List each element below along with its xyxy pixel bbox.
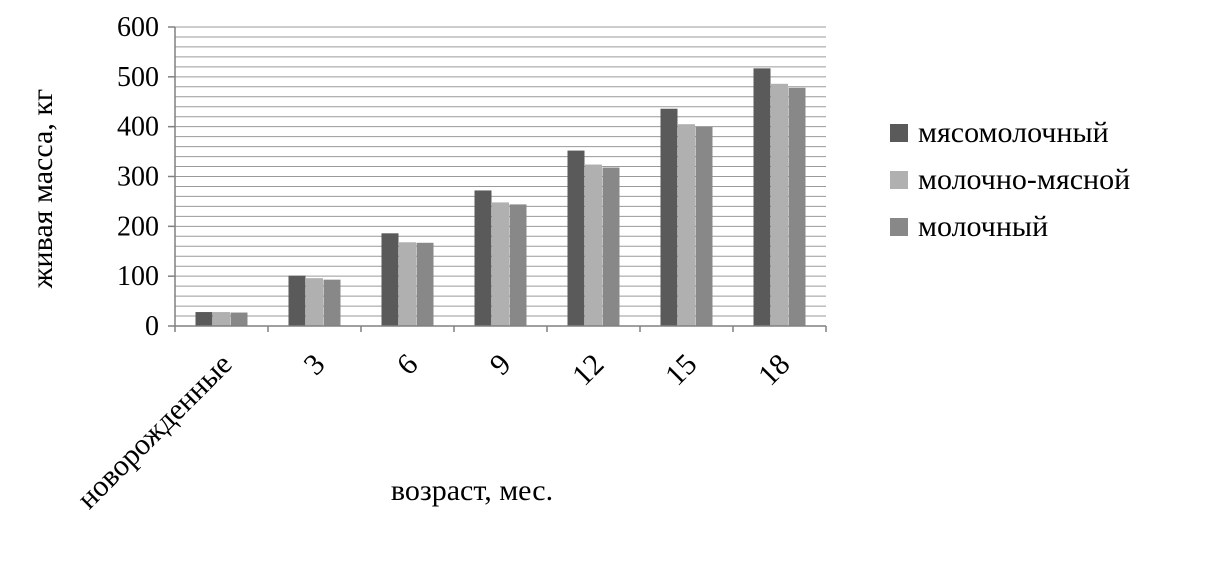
legend-swatch [890, 171, 908, 189]
bar [788, 87, 806, 327]
y-axis-label: живая масса, кг [26, 89, 59, 289]
x-axis-label: возраст, мес. [391, 474, 553, 507]
legend-label: мясомолочный [918, 116, 1109, 149]
bar [306, 278, 323, 326]
legend-swatch [890, 218, 908, 236]
y-tick-label: 100 [117, 261, 159, 292]
bar [381, 233, 399, 326]
bar [509, 204, 527, 326]
bars [195, 68, 806, 327]
x-tick-label: 15 [659, 348, 704, 393]
y-tick-label: 300 [117, 162, 159, 193]
x-tick-label: новорожденные [71, 348, 239, 516]
bar [416, 242, 434, 326]
bar [230, 312, 248, 326]
bar [678, 124, 695, 326]
y-tick-label: 400 [117, 112, 159, 143]
bar [399, 242, 416, 326]
bar [585, 164, 602, 326]
bar [195, 312, 213, 326]
bar [753, 68, 771, 326]
y-tick-label: 500 [117, 62, 159, 93]
bar [288, 275, 306, 326]
bar [492, 202, 509, 326]
y-tick-label: 200 [117, 211, 159, 242]
x-tick-label: 18 [752, 348, 797, 393]
legend-swatch [890, 124, 908, 142]
bar [567, 150, 585, 326]
y-tick-labels: 0 100 200 300 400 500 600 [117, 12, 175, 342]
legend: мясомолочный молочно-мясной молочный [890, 116, 1130, 243]
y-tick-label: 600 [117, 12, 159, 43]
legend-label: молочно-мясной [918, 163, 1130, 196]
x-tick-label: 9 [484, 348, 518, 382]
x-tick-label: 12 [566, 348, 611, 393]
bar [771, 83, 788, 326]
bar [695, 126, 713, 327]
bar [213, 312, 230, 326]
legend-label: молочный [918, 210, 1048, 243]
y-tick-label: 0 [145, 311, 159, 342]
bar [660, 108, 678, 326]
bar [474, 190, 492, 326]
bar [323, 279, 341, 326]
gridlines [175, 26, 826, 317]
bar [602, 167, 620, 326]
x-tick-label: 3 [298, 348, 332, 382]
x-tick-label: 6 [391, 348, 425, 382]
